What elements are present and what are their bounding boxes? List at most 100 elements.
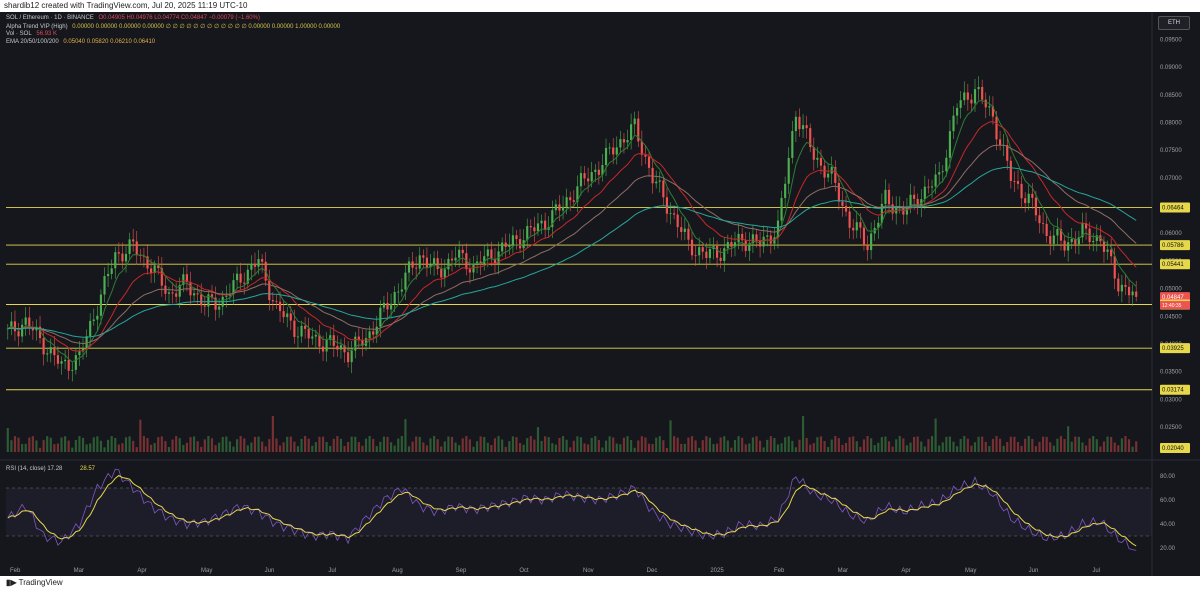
volume-bar: [791, 440, 794, 452]
volume-bar: [321, 436, 325, 452]
candle-body: [318, 334, 321, 347]
volume-bar: [644, 437, 647, 452]
volume-bar: [784, 437, 787, 452]
volume-bar: [533, 439, 536, 452]
time-axis-label: Mar: [838, 568, 848, 574]
volume-bar: [794, 447, 797, 452]
volume-bar: [440, 446, 443, 452]
legend-alpha-label: Alpha Trend VIP (High): [6, 24, 68, 30]
ema-20-line: [7, 100, 1137, 363]
candle-body: [866, 245, 869, 251]
candle-body: [970, 99, 973, 104]
candle-body: [723, 248, 726, 261]
candle-body: [594, 169, 597, 173]
candle-body: [508, 244, 511, 247]
volume-bar: [597, 439, 600, 452]
volume-bar: [200, 446, 203, 452]
candle-body: [658, 180, 661, 182]
volume-bar: [192, 436, 196, 452]
candle-body: [1013, 181, 1016, 182]
candle-body: [504, 242, 507, 247]
price-level-badge: [1160, 443, 1190, 453]
candle-body: [114, 252, 117, 269]
candle-body: [801, 125, 805, 130]
chart-panel[interactable]: SOL / Ethereum · 1D · BINANCE O0.04905 H…: [0, 12, 1200, 576]
candle-body: [53, 347, 56, 356]
candle-body: [218, 306, 221, 310]
candle-body: [848, 211, 851, 228]
candle-body: [422, 255, 425, 258]
candle-body: [637, 118, 640, 142]
volume-bar: [755, 436, 758, 452]
candle-body: [730, 242, 733, 247]
volume-bar: [576, 436, 579, 452]
volume-bar: [239, 436, 242, 452]
candle-body: [576, 186, 579, 202]
volume-bar: [941, 442, 944, 452]
volume-bar: [1063, 439, 1066, 452]
volume-bar: [493, 438, 497, 452]
volume-bar: [397, 438, 400, 452]
volume-bar: [121, 443, 124, 452]
volume-bar: [379, 441, 382, 452]
candle-body: [282, 311, 285, 318]
candle-body: [501, 242, 504, 252]
volume-bar: [916, 436, 919, 452]
candle-body: [146, 256, 149, 269]
rsi-axis-tick: 60.00: [1160, 498, 1176, 504]
volume-bar: [518, 442, 522, 452]
candle-body: [321, 346, 325, 352]
candle-body: [1120, 284, 1123, 292]
volume-bar: [1002, 445, 1005, 452]
volume-bar: [529, 436, 532, 452]
rsi-line: [7, 468, 1137, 551]
volume-bar: [683, 443, 686, 452]
candle-body: [988, 106, 991, 108]
volume-bar: [1013, 436, 1016, 452]
candle-body: [698, 247, 701, 256]
candle-body: [948, 131, 952, 158]
volume-bar: [737, 436, 740, 452]
candle-body: [386, 302, 389, 310]
candle-body: [991, 106, 994, 117]
candle-body: [604, 147, 608, 166]
candle-body: [89, 320, 92, 337]
volume-bar: [601, 447, 604, 452]
countdown-text: 12:40:35: [1162, 303, 1182, 309]
volume-bar: [841, 444, 844, 452]
candle-body: [862, 227, 866, 246]
volume-bar: [991, 438, 994, 452]
volume-bar: [680, 443, 683, 452]
price-chart-svg[interactable]: 0.09500 0.09000 0.08500 0.08000 0.07500 0.070…: [0, 12, 1200, 576]
volume-bar: [619, 444, 622, 452]
volume-bar: [1056, 438, 1059, 452]
candle-body: [336, 345, 339, 350]
currency-button[interactable]: ETH: [1158, 16, 1190, 30]
attribution-text: shardib12 created with TradingView.com, …: [4, 1, 248, 10]
candle-body: [311, 336, 314, 339]
candle-body: [938, 172, 941, 175]
volume-bar: [454, 442, 457, 452]
candle-body: [841, 201, 844, 206]
candle-body: [905, 207, 909, 215]
volume-bar: [945, 436, 948, 452]
tradingview-logo: ▮▶ TradingView: [6, 578, 63, 587]
candle-body: [411, 261, 414, 268]
volume-bar: [762, 447, 765, 452]
volume-bar: [232, 446, 235, 452]
candle-body: [913, 194, 916, 199]
countdown-badge: [1160, 301, 1190, 310]
candle-body: [533, 227, 536, 232]
candle-body: [85, 336, 88, 349]
candle-body: [558, 204, 561, 211]
candle-body: [24, 317, 27, 325]
candle-body: [544, 220, 547, 230]
volume-bar: [780, 443, 783, 452]
volume-bar: [1020, 445, 1023, 452]
volume-bar: [117, 444, 120, 452]
candle-body: [744, 240, 747, 251]
volume-bar: [630, 440, 633, 452]
legend-ohlc: O0.04905 H0.04976 L0.04774 C0.04847 −0.0…: [98, 15, 260, 21]
volume-bar: [855, 441, 858, 452]
candle-body: [766, 235, 769, 237]
